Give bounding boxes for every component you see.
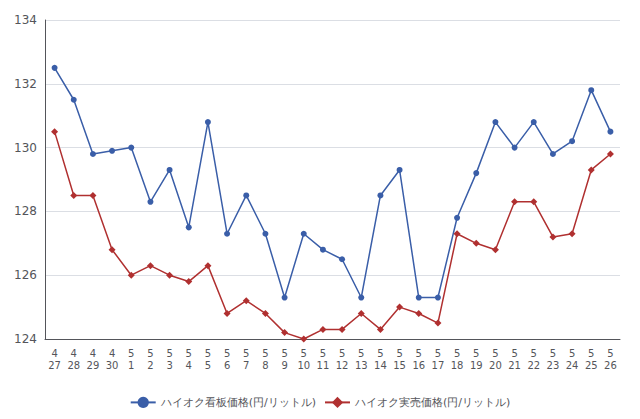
svg-text:124: 124 [14,332,37,346]
svg-text:21: 21 [508,360,521,371]
svg-text:18: 18 [451,360,464,371]
svg-text:25: 25 [585,360,598,371]
svg-text:5: 5 [262,348,268,359]
svg-text:15: 15 [393,360,406,371]
svg-text:5: 5 [531,348,537,359]
svg-text:5: 5 [416,348,422,359]
svg-text:5: 5 [224,348,230,359]
svg-text:5: 5 [243,348,249,359]
svg-text:5: 5 [358,348,364,359]
svg-text:14: 14 [374,360,387,371]
svg-text:13: 13 [355,360,368,371]
svg-text:5: 5 [569,348,575,359]
svg-text:29: 29 [87,360,100,371]
svg-text:132: 132 [14,77,37,91]
svg-text:5: 5 [186,348,192,359]
svg-text:5: 5 [454,348,460,359]
svg-text:4: 4 [51,348,57,359]
svg-text:24: 24 [566,360,579,371]
svg-text:2: 2 [147,360,153,371]
svg-text:16: 16 [412,360,425,371]
svg-text:3: 3 [166,360,172,371]
svg-text:128: 128 [14,204,37,218]
svg-text:5: 5 [320,348,326,359]
svg-text:30: 30 [106,360,119,371]
svg-text:5: 5 [607,348,613,359]
svg-text:1: 1 [128,360,134,371]
svg-text:8: 8 [262,360,268,371]
svg-text:5: 5 [511,348,517,359]
svg-text:5: 5 [128,348,134,359]
svg-text:5: 5 [473,348,479,359]
svg-text:5: 5 [588,348,594,359]
svg-text:5: 5 [435,348,441,359]
svg-text:4: 4 [90,348,96,359]
svg-text:5: 5 [281,348,287,359]
svg-text:26: 26 [604,360,617,371]
svg-text:134: 134 [14,13,37,27]
svg-text:5: 5 [166,348,172,359]
svg-text:5: 5 [147,348,153,359]
svg-text:4: 4 [71,348,77,359]
svg-text:28: 28 [67,360,80,371]
svg-text:5: 5 [205,360,211,371]
svg-text:5: 5 [301,348,307,359]
svg-text:22: 22 [527,360,540,371]
svg-text:4: 4 [109,348,115,359]
svg-text:19: 19 [470,360,483,371]
svg-text:23: 23 [547,360,560,371]
svg-text:27: 27 [48,360,61,371]
svg-text:5: 5 [377,348,383,359]
svg-text:5: 5 [492,348,498,359]
svg-text:4: 4 [186,360,192,371]
svg-text:6: 6 [224,360,230,371]
svg-text:ハイオク実売価格(円/リットル): ハイオク実売価格(円/リットル) [354,396,510,409]
svg-text:5: 5 [396,348,402,359]
svg-text:5: 5 [339,348,345,359]
svg-text:130: 130 [14,141,37,155]
svg-text:10: 10 [297,360,310,371]
svg-text:7: 7 [243,360,249,371]
svg-text:17: 17 [432,360,445,371]
svg-text:12: 12 [336,360,349,371]
svg-text:11: 11 [317,360,330,371]
svg-text:ハイオク看板価格(円/リットル): ハイオク看板価格(円/リットル) [160,396,316,409]
svg-text:20: 20 [489,360,502,371]
svg-text:5: 5 [205,348,211,359]
svg-text:126: 126 [14,268,37,282]
svg-text:9: 9 [281,360,287,371]
svg-text:5: 5 [550,348,556,359]
